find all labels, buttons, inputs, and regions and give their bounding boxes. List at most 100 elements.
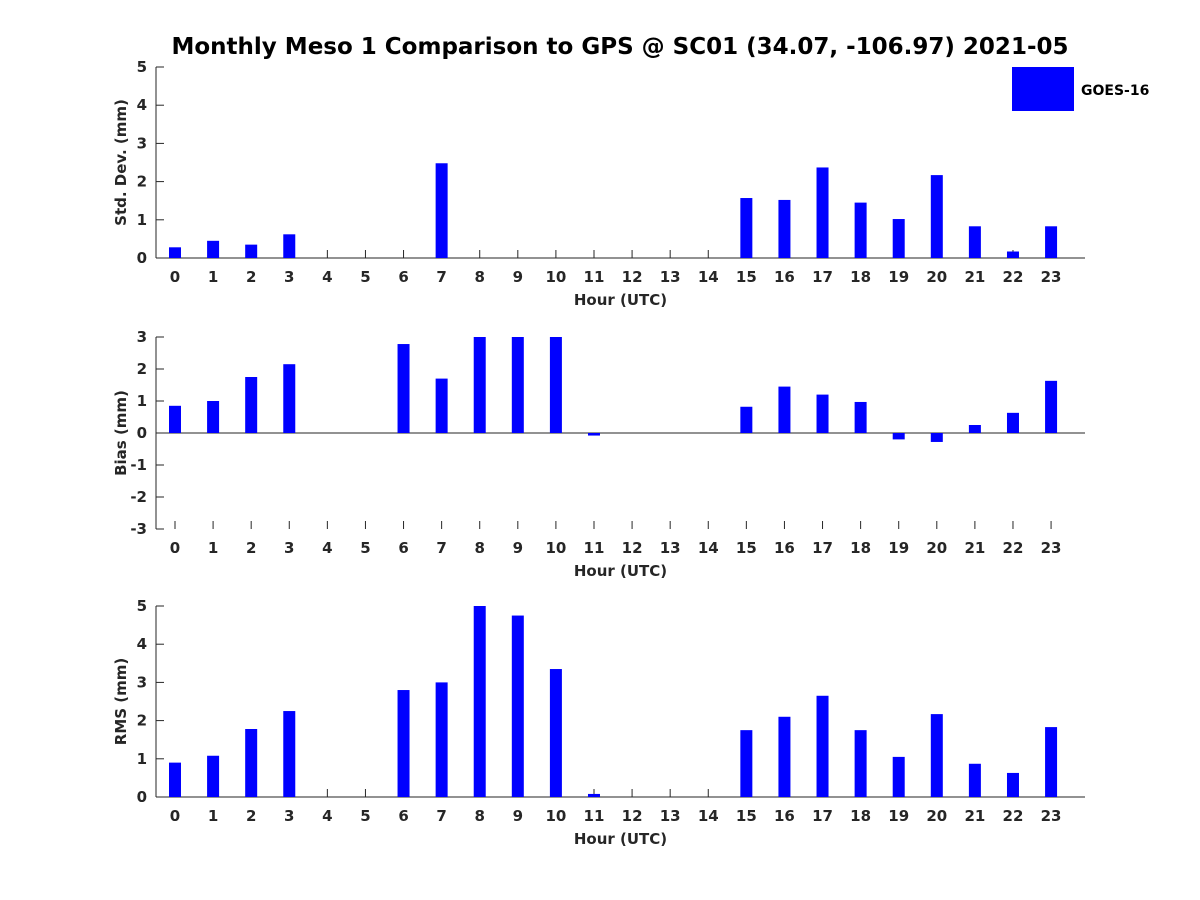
bias-y-tick-label: -1 bbox=[130, 456, 147, 474]
std-dev-bar-16 bbox=[778, 199, 791, 258]
rms-bar-9 bbox=[511, 615, 524, 797]
std-dev-y-tick-label: 1 bbox=[137, 211, 147, 229]
bias-y-tick-label: 0 bbox=[137, 424, 147, 442]
rms-x-tick-label: 20 bbox=[926, 807, 947, 825]
rms-bar-1 bbox=[207, 755, 220, 797]
rms-y-tick-label: 1 bbox=[137, 750, 147, 768]
std-dev-x-tick-label: 11 bbox=[584, 268, 605, 286]
std-dev-y-tick-label: 4 bbox=[137, 96, 147, 114]
rms-bar-21 bbox=[968, 763, 981, 797]
std-dev-bar-20 bbox=[930, 175, 943, 258]
rms-x-tick-label: 23 bbox=[1041, 807, 1062, 825]
bias-y-tick-label: -2 bbox=[130, 488, 147, 506]
std-dev-y-tick-label: 0 bbox=[137, 249, 147, 267]
bias-bar-10 bbox=[549, 337, 562, 433]
rms-y-tick-label: 5 bbox=[137, 597, 147, 615]
bias-x-tick-label: 8 bbox=[475, 539, 485, 557]
std-dev-x-tick-label: 10 bbox=[545, 268, 566, 286]
bias-bar-9 bbox=[511, 337, 524, 433]
rms-x-tick-label: 14 bbox=[698, 807, 719, 825]
std-dev-bar-23 bbox=[1045, 226, 1058, 258]
bias-bar-0 bbox=[169, 405, 181, 433]
rms-bar-15 bbox=[740, 730, 753, 797]
bias-x-tick-label: 22 bbox=[1003, 539, 1024, 557]
std-dev-x-tick-label: 23 bbox=[1041, 268, 1062, 286]
rms-bar-16 bbox=[778, 716, 791, 797]
std-dev-bar-0 bbox=[169, 247, 181, 258]
std-dev-x-tick-label: 6 bbox=[398, 268, 408, 286]
bias-x-tick-label: 23 bbox=[1041, 539, 1062, 557]
bias-y-tick-label: 2 bbox=[137, 360, 147, 378]
std-dev-bar-3 bbox=[283, 234, 296, 258]
rms-x-tick-label: 3 bbox=[284, 807, 294, 825]
rms-x-axis-label: Hour (UTC) bbox=[574, 830, 667, 848]
bias-x-axis-label: Hour (UTC) bbox=[574, 562, 667, 580]
rms-bar-19 bbox=[892, 756, 905, 797]
bias-bar-8 bbox=[473, 337, 486, 433]
chart-title: Monthly Meso 1 Comparison to GPS @ SC01 … bbox=[171, 34, 1068, 60]
std-dev-y-tick-label: 3 bbox=[137, 134, 147, 152]
std-dev-x-tick-label: 14 bbox=[698, 268, 719, 286]
rms-x-tick-label: 15 bbox=[736, 807, 757, 825]
legend-label-goes-16: GOES-16 bbox=[1081, 83, 1149, 99]
rms-x-tick-label: 17 bbox=[812, 807, 833, 825]
std-dev-x-tick-label: 1 bbox=[208, 268, 218, 286]
std-dev-x-axis-label: Hour (UTC) bbox=[574, 291, 667, 309]
bias-x-tick-label: 1 bbox=[208, 539, 218, 557]
rms-bar-7 bbox=[435, 682, 448, 797]
rms-x-tick-label: 10 bbox=[545, 807, 566, 825]
bias-x-tick-label: 6 bbox=[398, 539, 408, 557]
rms-bar-22 bbox=[1006, 772, 1019, 797]
rms-bar-0 bbox=[169, 762, 181, 797]
bias-x-tick-label: 16 bbox=[774, 539, 795, 557]
rms-x-tick-label: 4 bbox=[322, 807, 332, 825]
std-dev-y-tick-label: 2 bbox=[137, 173, 147, 191]
bias-x-tick-label: 9 bbox=[513, 539, 523, 557]
rms-x-tick-label: 19 bbox=[888, 807, 909, 825]
bias-x-tick-label: 20 bbox=[926, 539, 947, 557]
std-dev-x-tick-label: 7 bbox=[436, 268, 446, 286]
rms-y-tick-label: 3 bbox=[137, 673, 147, 691]
rms-y-axis-label: RMS (mm) bbox=[112, 658, 130, 745]
rms-x-tick-label: 11 bbox=[584, 807, 605, 825]
bias-x-tick-label: 4 bbox=[322, 539, 332, 557]
rms-x-tick-label: 5 bbox=[360, 807, 370, 825]
bias-x-tick-label: 0 bbox=[170, 539, 180, 557]
std-dev-x-tick-label: 15 bbox=[736, 268, 757, 286]
rms-y-tick-label: 0 bbox=[137, 788, 147, 806]
std-dev-x-tick-label: 3 bbox=[284, 268, 294, 286]
std-dev-x-tick-label: 21 bbox=[964, 268, 985, 286]
bias-x-tick-label: 21 bbox=[964, 539, 985, 557]
std-dev-y-tick-label: 5 bbox=[137, 58, 147, 76]
bias-bar-19 bbox=[892, 433, 905, 440]
std-dev-x-tick-label: 8 bbox=[475, 268, 485, 286]
bias-y-axis-label: Bias (mm) bbox=[112, 390, 130, 476]
legend: GOES-16 bbox=[1012, 67, 1149, 111]
std-dev-x-tick-label: 2 bbox=[246, 268, 256, 286]
std-dev-x-tick-label: 18 bbox=[850, 268, 871, 286]
rms-bar-10 bbox=[549, 669, 562, 797]
rms-x-tick-label: 22 bbox=[1003, 807, 1024, 825]
std-dev-bar-7 bbox=[435, 163, 448, 258]
rms-x-tick-label: 7 bbox=[436, 807, 446, 825]
std-dev-bar-1 bbox=[207, 240, 220, 258]
bias-bar-22 bbox=[1006, 412, 1019, 433]
std-dev-x-tick-label: 17 bbox=[812, 268, 833, 286]
std-dev-x-tick-label: 12 bbox=[622, 268, 643, 286]
rms-x-tick-label: 18 bbox=[850, 807, 871, 825]
bias-x-tick-label: 2 bbox=[246, 539, 256, 557]
std-dev-bar-18 bbox=[854, 202, 867, 258]
bias-x-tick-label: 19 bbox=[888, 539, 909, 557]
bias-bar-16 bbox=[778, 386, 791, 433]
bias-bar-11 bbox=[587, 433, 600, 436]
rms-x-tick-label: 0 bbox=[170, 807, 180, 825]
bias-bar-20 bbox=[930, 433, 943, 442]
rms-x-tick-label: 9 bbox=[513, 807, 523, 825]
bias-x-tick-label: 15 bbox=[736, 539, 757, 557]
bias-bar-6 bbox=[397, 344, 410, 433]
std-dev-bar-21 bbox=[968, 226, 981, 258]
std-dev-x-tick-label: 0 bbox=[170, 268, 180, 286]
std-dev-bar-22 bbox=[1006, 251, 1019, 258]
